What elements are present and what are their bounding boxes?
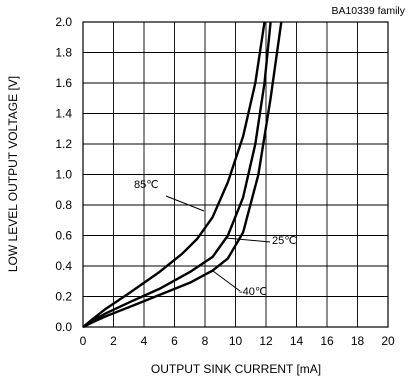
y-tick-label: 0.6: [55, 229, 72, 243]
series-line-2: [82, 21, 283, 329]
series-line-1: [82, 21, 272, 329]
x-tick-label: 20: [381, 334, 395, 348]
y-tick-label: 2.0: [55, 15, 72, 29]
y-tick-label: 1.2: [55, 137, 72, 151]
x-tick-label: 4: [141, 334, 148, 348]
annotation-leader: [165, 195, 205, 212]
annotation-label: 85℃: [134, 179, 159, 191]
x-tick-label: 8: [202, 334, 209, 348]
y-tick-label: 0.0: [55, 320, 72, 334]
annotation-label: 25℃: [272, 235, 297, 247]
y-tick-label: 0.4: [55, 259, 72, 273]
x-tick-label: 12: [259, 334, 273, 348]
x-tick-label: 10: [229, 334, 243, 348]
plot-frame: [82, 21, 389, 328]
y-tick-label: 1.8: [55, 46, 72, 60]
annotation-label: -40℃: [239, 286, 267, 298]
tick-labels: 0 2 4 6 8 10 12 14 16 18 20 0.0 0.2 0.4 0.6 0.8 1.0 1.2 1.…: [55, 15, 395, 348]
grid-lines: [82, 21, 389, 328]
data-series: [82, 21, 283, 329]
y-tick-label: 1.4: [55, 107, 72, 121]
x-tick-label: 0: [80, 334, 87, 348]
y-tick-label: 1.6: [55, 76, 72, 90]
x-tick-label: 14: [290, 334, 304, 348]
x-tick-label: 2: [110, 334, 117, 348]
y-tick-label: 0.2: [55, 290, 72, 304]
y-tick-label: 1.0: [55, 168, 72, 182]
y-axis-label: LOW LEVEL OUTPUT VOLTAGE [V]: [6, 76, 20, 272]
annotations: 85℃ 25℃ -40℃: [134, 179, 297, 298]
series-line-0: [82, 21, 266, 328]
x-tick-label: 16: [320, 334, 334, 348]
x-axis-label: OUTPUT SINK CURRENT [mA]: [151, 362, 321, 376]
chart-subtitle: BA10339 family: [331, 5, 405, 17]
y-tick-label: 0.8: [55, 198, 72, 212]
x-tick-label: 18: [351, 334, 365, 348]
annotation-leader: [225, 237, 271, 243]
annotation-leader: [212, 270, 241, 292]
x-tick-label: 6: [171, 334, 178, 348]
